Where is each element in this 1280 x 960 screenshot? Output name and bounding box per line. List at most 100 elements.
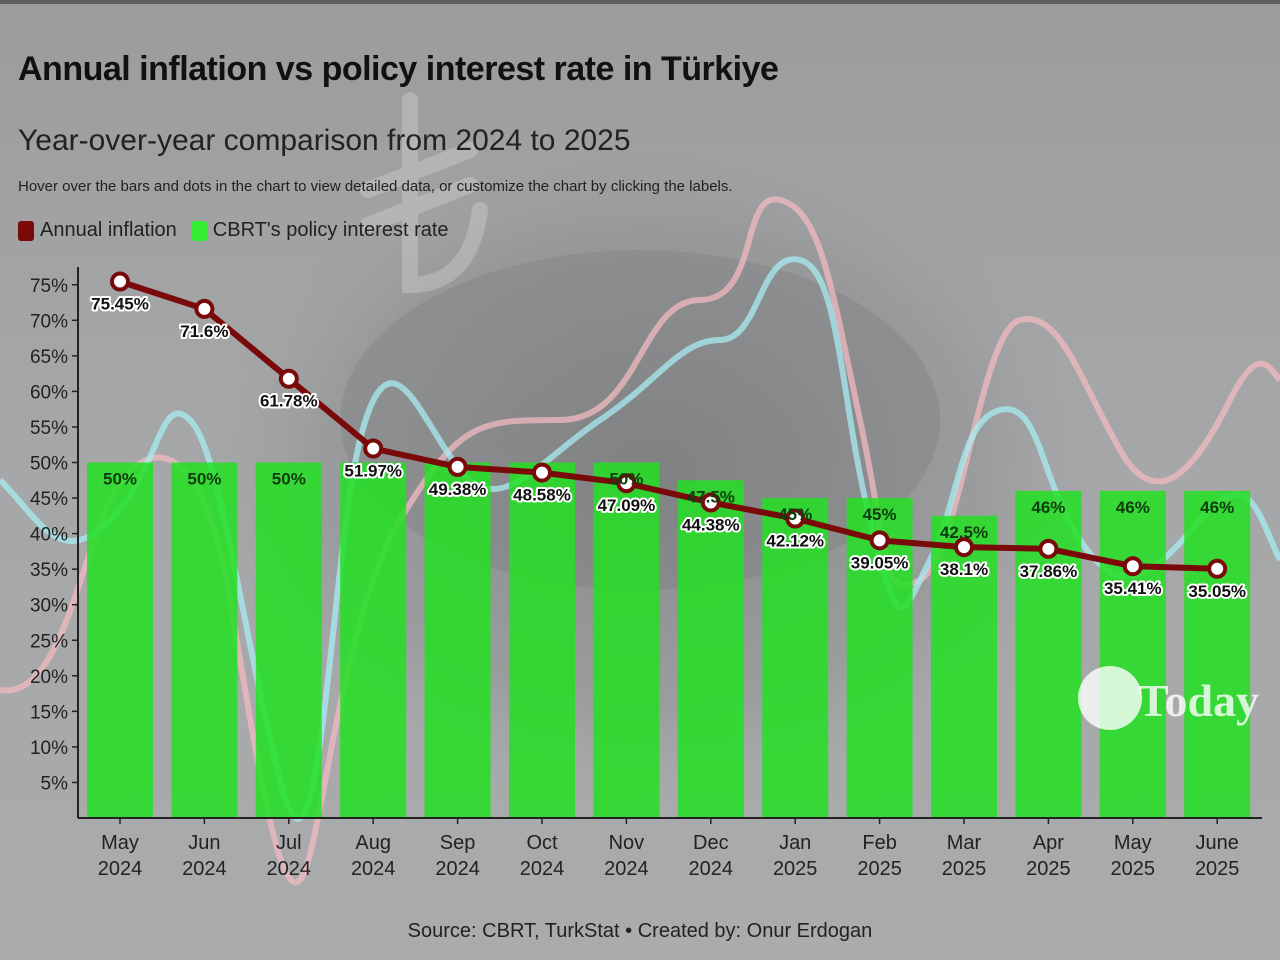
inflation-line (117, 278, 1221, 572)
x-tick-label-month: Sep (440, 832, 476, 854)
inflation-point[interactable] (532, 462, 552, 483)
inflation-label: 35.41% (1104, 579, 1162, 598)
legend-item-annual-inflation[interactable]: Annual inflation (18, 219, 177, 242)
x-tick-label-month: Jun (188, 832, 220, 854)
x-tick-label-year: 2024 (520, 858, 565, 880)
chart-source: Source: CBRT, TurkStat • Created by: Onu… (407, 920, 873, 942)
top-border (0, 0, 1280, 4)
inflation-label: 35.05% (1188, 582, 1246, 601)
inflation-label: 38.1% (940, 560, 988, 579)
inflation-point[interactable] (785, 508, 806, 529)
inflation-point[interactable] (110, 271, 130, 292)
y-tick-label: 50% (30, 454, 68, 475)
inflation-label: 48.58% (513, 486, 571, 505)
policy-rate-label: 50% (272, 470, 306, 489)
inflation-label: 37.86% (1020, 562, 1078, 581)
chart-area: 5% 10% 15% 20% 25% 30% 35% 40% 45% 50% 55% 60% 65% 70… (30, 266, 1262, 880)
policy-rate-bar[interactable] (1184, 490, 1251, 818)
policy-rate-label: 46% (1200, 498, 1234, 517)
y-tick-label: 20% (30, 667, 68, 688)
y-axis: 5% 10% 15% 20% 25% 30% 35% 40% 45% 50% 55% 60% 65% 70… (30, 266, 79, 818)
inflation-point[interactable] (954, 537, 974, 558)
x-tick-label-month: Mar (947, 832, 982, 854)
policy-rate-bar[interactable] (171, 462, 238, 819)
today-logo: Today (1078, 666, 1259, 730)
policy-rate-label: 42.5% (940, 523, 988, 542)
policy-rate-bar[interactable] (931, 515, 997, 818)
legend-label: Annual inflation (40, 219, 177, 241)
x-tick-label-month: Feb (862, 832, 896, 854)
policy-rate-label: 46% (1116, 498, 1150, 517)
legend-item-policy-rate[interactable]: CBRT's policy interest rate (190, 219, 449, 242)
policy-rate-label: 50% (609, 470, 643, 489)
legend: Annual inflation CBRT's policy interest … (18, 219, 449, 242)
policy-rate-bar[interactable] (255, 462, 322, 819)
policy-rate-bar[interactable] (846, 498, 913, 818)
x-tick-label-year: 2024 (435, 858, 480, 880)
inflation-label: 61.78% (260, 392, 318, 411)
chart-title: Annual inflation vs policy interest rate… (18, 50, 779, 88)
line-series (110, 271, 1228, 579)
y-tick-label: 10% (30, 738, 68, 759)
inflation-point[interactable] (447, 456, 468, 477)
inflation-point[interactable] (1122, 556, 1143, 577)
y-tick-label: 55% (30, 418, 68, 439)
x-tick-label-year: 2024 (98, 858, 143, 880)
inflation-point[interactable] (869, 530, 890, 551)
x-tick-label-year: 2024 (351, 858, 396, 880)
inflation-point[interactable] (363, 438, 384, 459)
x-tick-label-year: 2025 (773, 858, 818, 880)
policy-rate-bar[interactable] (87, 462, 153, 819)
inflation-point[interactable] (278, 368, 299, 389)
y-tick-label: 30% (30, 596, 68, 617)
y-tick-label: 70% (30, 311, 68, 332)
policy-rate-bar[interactable] (1099, 490, 1166, 818)
legend-swatch-policy-rate (190, 220, 207, 241)
x-tick-label-year: 2025 (1111, 858, 1156, 880)
policy-rate-bar[interactable] (424, 462, 491, 819)
x-tick-label-month: May (101, 832, 139, 854)
inflation-label: 44.38% (682, 515, 740, 534)
x-tick-label-month: Jan (779, 832, 811, 854)
x-tick-label-month: Dec (693, 832, 729, 854)
policy-rate-bar[interactable] (340, 462, 407, 819)
policy-rate-bar[interactable] (762, 498, 829, 818)
x-tick-label-year: 2025 (1195, 858, 1240, 880)
legend-label: CBRT's policy interest rate (212, 219, 449, 241)
policy-rate-bar[interactable] (677, 480, 744, 818)
inflation-point[interactable] (194, 298, 215, 319)
inflation-label: 75.45% (91, 295, 149, 314)
x-tick-label-year: 2025 (857, 858, 902, 880)
inflation-label: 39.05% (851, 553, 909, 572)
x-tick-label-year: 2024 (267, 858, 312, 880)
y-tick-label: 5% (41, 773, 69, 794)
x-tick-label-month: Oct (526, 832, 558, 854)
policy-rate-bar[interactable] (593, 462, 660, 819)
legend-swatch-inflation (18, 220, 34, 241)
policy-rate-label: 45% (778, 505, 812, 524)
y-tick-label: 65% (30, 347, 68, 368)
inflation-point[interactable] (1038, 538, 1059, 559)
y-tick-label: 25% (30, 631, 68, 652)
x-tick-label-month: Nov (609, 832, 645, 854)
x-tick-label-year: 2024 (182, 858, 227, 880)
chart-subtitle: Year-over-year comparison from 2024 to 2… (18, 124, 631, 157)
policy-rate-bar[interactable] (509, 462, 575, 819)
logo-text: Today (1138, 675, 1259, 726)
inflation-point[interactable] (616, 473, 637, 494)
inflation-label: 71.6% (180, 322, 228, 341)
x-tick-label-month: Jul (276, 832, 302, 854)
inflation-label: 47.09% (598, 496, 656, 515)
policy-rate-label: 47.5% (687, 487, 735, 506)
x-tick-label-year: 2025 (1026, 858, 1071, 880)
y-tick-label: 75% (30, 276, 68, 297)
x-tick-label-year: 2024 (604, 858, 649, 880)
inflation-label: 42.12% (766, 532, 824, 551)
inflation-point[interactable] (1207, 558, 1228, 579)
x-tick-label-year: 2025 (942, 858, 987, 880)
inflation-point[interactable] (700, 492, 721, 513)
policy-rate-label: 50% (103, 470, 137, 489)
chart-note: Hover over the bars and dots in the char… (18, 178, 733, 195)
y-tick-label: 15% (30, 702, 68, 723)
inflation-label: 49.38% (429, 480, 487, 499)
